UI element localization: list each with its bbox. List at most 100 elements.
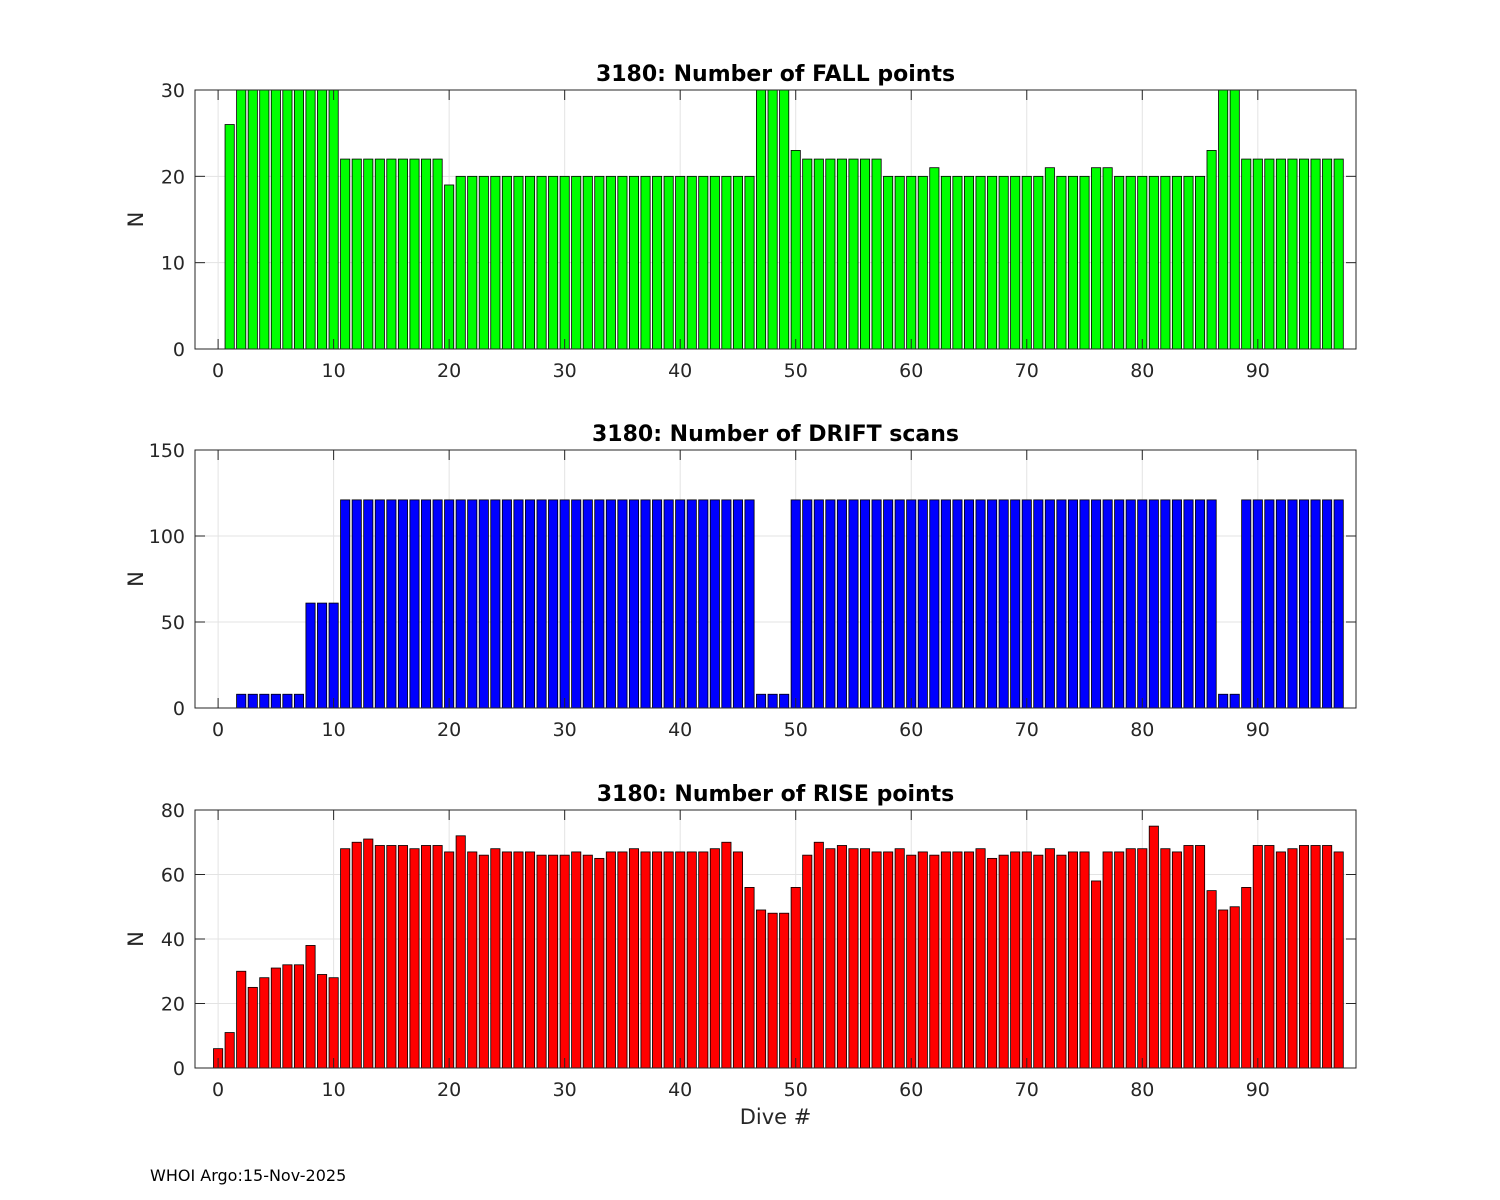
bar-dive-83 — [1171, 175, 1182, 350]
x-tick-label: 40 — [668, 360, 692, 382]
bar-dive-56 — [860, 499, 871, 709]
bar-dive-86 — [1206, 499, 1217, 709]
bar-dive-25 — [501, 499, 512, 709]
x-tick-label: 50 — [784, 1079, 808, 1101]
bar-dive-31 — [571, 851, 582, 1069]
bar-dive-82 — [1160, 175, 1171, 350]
bar-dive-40 — [675, 175, 686, 350]
bar-dive-35 — [617, 175, 628, 350]
bar-dive-32 — [582, 175, 593, 350]
bar-dive-62 — [929, 167, 940, 350]
y-tick-label: 40 — [161, 929, 185, 951]
bar-dive-15 — [386, 158, 397, 350]
chart-title: 3180: Number of RISE points — [597, 782, 955, 807]
x-tick-label: 10 — [322, 1079, 346, 1101]
bar-dive-64 — [952, 851, 963, 1069]
bar-dive-35 — [617, 499, 628, 709]
bar-dive-60 — [906, 175, 917, 350]
y-tick-label: 100 — [149, 526, 185, 548]
bar-dive-44 — [721, 841, 732, 1069]
bar-dive-1 — [224, 124, 235, 350]
x-tick-label: 30 — [553, 719, 577, 741]
bar-dive-24 — [490, 499, 501, 709]
x-tick-label: 80 — [1130, 360, 1154, 382]
y-tick-label: 0 — [173, 339, 185, 361]
bar-dive-73 — [1056, 499, 1067, 709]
bar-dive-24 — [490, 175, 501, 350]
bar-dive-68 — [998, 175, 1009, 350]
bar-dive-42 — [698, 851, 709, 1069]
bar-dive-17 — [409, 848, 420, 1069]
y-tick-label: 20 — [161, 994, 185, 1016]
bar-dive-57 — [871, 499, 882, 709]
bar-dive-12 — [351, 499, 362, 709]
bar-dive-10 — [328, 602, 339, 709]
bar-dive-50 — [790, 150, 801, 350]
bar-dive-9 — [317, 974, 328, 1069]
bar-dive-65 — [963, 851, 975, 1069]
x-tick-label: 10 — [322, 360, 346, 382]
bar-dive-70 — [1021, 851, 1032, 1069]
bar-dive-22 — [467, 175, 478, 350]
bar-dive-6 — [282, 89, 293, 350]
bar-dive-21 — [455, 835, 466, 1069]
bar-dive-27 — [524, 499, 536, 709]
bar-dive-92 — [1275, 499, 1286, 709]
y-axis-label: N — [124, 212, 148, 228]
bar-dive-78 — [1114, 175, 1125, 350]
bar-dive-11 — [340, 158, 351, 350]
bar-dive-86 — [1206, 890, 1217, 1069]
bar-dive-4 — [259, 693, 270, 709]
bar-dive-41 — [686, 175, 697, 350]
bar-dive-47 — [756, 693, 767, 709]
bar-dive-26 — [513, 499, 524, 709]
x-tick-label: 0 — [212, 1079, 224, 1101]
bar-dive-90 — [1252, 158, 1263, 350]
bar-dive-34 — [605, 175, 616, 350]
bar-dive-3 — [247, 693, 258, 709]
bar-dive-86 — [1206, 150, 1217, 350]
x-tick-label: 60 — [899, 1079, 923, 1101]
bar-dive-46 — [744, 887, 755, 1069]
bar-dive-81 — [1148, 499, 1159, 709]
bar-dive-56 — [860, 158, 871, 350]
bar-dive-10 — [328, 977, 339, 1069]
bar-dive-81 — [1148, 825, 1159, 1069]
bar-dive-54 — [836, 845, 847, 1069]
bar-dive-47 — [756, 909, 767, 1069]
bar-dive-60 — [906, 499, 917, 709]
bar-dive-85 — [1195, 499, 1206, 709]
bar-dive-76 — [1091, 167, 1102, 350]
y-tick-label: 0 — [173, 698, 185, 720]
bar-dive-27 — [524, 851, 536, 1069]
bar-dive-13 — [363, 838, 374, 1069]
bar-dive-62 — [929, 854, 940, 1069]
bar-dive-36 — [628, 499, 640, 709]
bar-dive-57 — [871, 851, 882, 1069]
bar-dive-74 — [1067, 851, 1078, 1069]
bar-dive-49 — [779, 89, 790, 350]
bar-dive-36 — [628, 175, 640, 350]
bar-dive-72 — [1044, 848, 1055, 1069]
bar-dive-33 — [594, 857, 605, 1069]
bar-dive-51 — [802, 499, 813, 709]
bar-dive-75 — [1079, 175, 1090, 350]
y-tick-label: 50 — [161, 612, 185, 634]
x-tick-label: 50 — [784, 360, 808, 382]
bar-dive-67 — [987, 857, 998, 1069]
bar-dive-89 — [1241, 499, 1252, 709]
bar-dive-16 — [397, 499, 408, 709]
x-tick-label: 0 — [212, 719, 224, 741]
bar-dive-25 — [501, 175, 512, 350]
bar-dive-14 — [374, 158, 385, 350]
bar-dive-1 — [224, 1032, 235, 1069]
x-tick-label: 40 — [668, 1079, 692, 1101]
bar-dive-94 — [1298, 499, 1310, 709]
bar-dive-84 — [1183, 499, 1194, 709]
bar-dive-15 — [386, 499, 397, 709]
bar-dive-12 — [351, 158, 362, 350]
bar-dive-21 — [455, 175, 466, 350]
bar-dive-71 — [1033, 175, 1044, 350]
bar-dive-2 — [236, 693, 247, 709]
